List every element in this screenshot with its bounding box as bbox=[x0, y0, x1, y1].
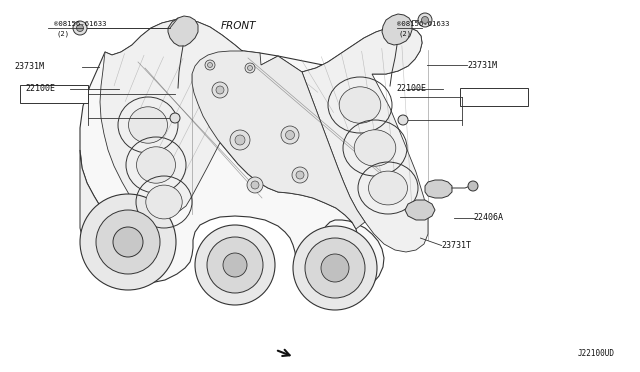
Circle shape bbox=[281, 126, 299, 144]
Polygon shape bbox=[168, 16, 198, 46]
Circle shape bbox=[235, 135, 245, 145]
Circle shape bbox=[96, 210, 160, 274]
Ellipse shape bbox=[136, 147, 175, 183]
Text: 22100E: 22100E bbox=[26, 84, 56, 93]
Circle shape bbox=[207, 62, 212, 67]
Text: 22100E: 22100E bbox=[397, 84, 427, 93]
Circle shape bbox=[422, 16, 429, 23]
Circle shape bbox=[113, 227, 143, 257]
Text: 23731M: 23731M bbox=[467, 61, 497, 70]
Circle shape bbox=[207, 237, 263, 293]
Bar bbox=[20, 85, 88, 103]
Circle shape bbox=[73, 21, 87, 35]
Text: 23731M: 23731M bbox=[14, 62, 44, 71]
Text: (2): (2) bbox=[56, 30, 70, 37]
Ellipse shape bbox=[146, 185, 182, 219]
Polygon shape bbox=[80, 20, 422, 296]
Circle shape bbox=[468, 181, 478, 191]
Text: 22406A: 22406A bbox=[474, 213, 504, 222]
Circle shape bbox=[247, 177, 263, 193]
Ellipse shape bbox=[129, 107, 168, 143]
Ellipse shape bbox=[339, 87, 381, 123]
Circle shape bbox=[77, 25, 83, 32]
Text: 23731T: 23731T bbox=[442, 241, 472, 250]
Circle shape bbox=[212, 82, 228, 98]
Circle shape bbox=[251, 181, 259, 189]
Polygon shape bbox=[100, 20, 261, 215]
Circle shape bbox=[223, 253, 247, 277]
Text: ®08156-61633: ®08156-61633 bbox=[54, 21, 107, 27]
Circle shape bbox=[230, 130, 250, 150]
Circle shape bbox=[418, 13, 432, 27]
Polygon shape bbox=[405, 200, 435, 220]
Bar bbox=[460, 88, 528, 106]
Circle shape bbox=[248, 65, 253, 71]
Circle shape bbox=[80, 194, 176, 290]
Circle shape bbox=[170, 113, 180, 123]
Circle shape bbox=[245, 63, 255, 73]
Circle shape bbox=[195, 225, 275, 305]
Text: FRONT: FRONT bbox=[221, 21, 256, 31]
Ellipse shape bbox=[369, 171, 408, 205]
Circle shape bbox=[205, 60, 215, 70]
Circle shape bbox=[216, 86, 224, 94]
Text: (2): (2) bbox=[399, 30, 412, 37]
Circle shape bbox=[305, 238, 365, 298]
Polygon shape bbox=[425, 180, 452, 198]
Circle shape bbox=[321, 254, 349, 282]
Polygon shape bbox=[80, 150, 175, 282]
Circle shape bbox=[292, 167, 308, 183]
Polygon shape bbox=[192, 51, 365, 229]
Polygon shape bbox=[261, 27, 428, 252]
Text: ®08156-61633: ®08156-61633 bbox=[397, 21, 449, 27]
Circle shape bbox=[293, 226, 377, 310]
Polygon shape bbox=[382, 14, 412, 45]
Text: J22100UD: J22100UD bbox=[577, 349, 614, 358]
Ellipse shape bbox=[354, 130, 396, 166]
Circle shape bbox=[285, 131, 294, 140]
Circle shape bbox=[398, 115, 408, 125]
Circle shape bbox=[296, 171, 304, 179]
